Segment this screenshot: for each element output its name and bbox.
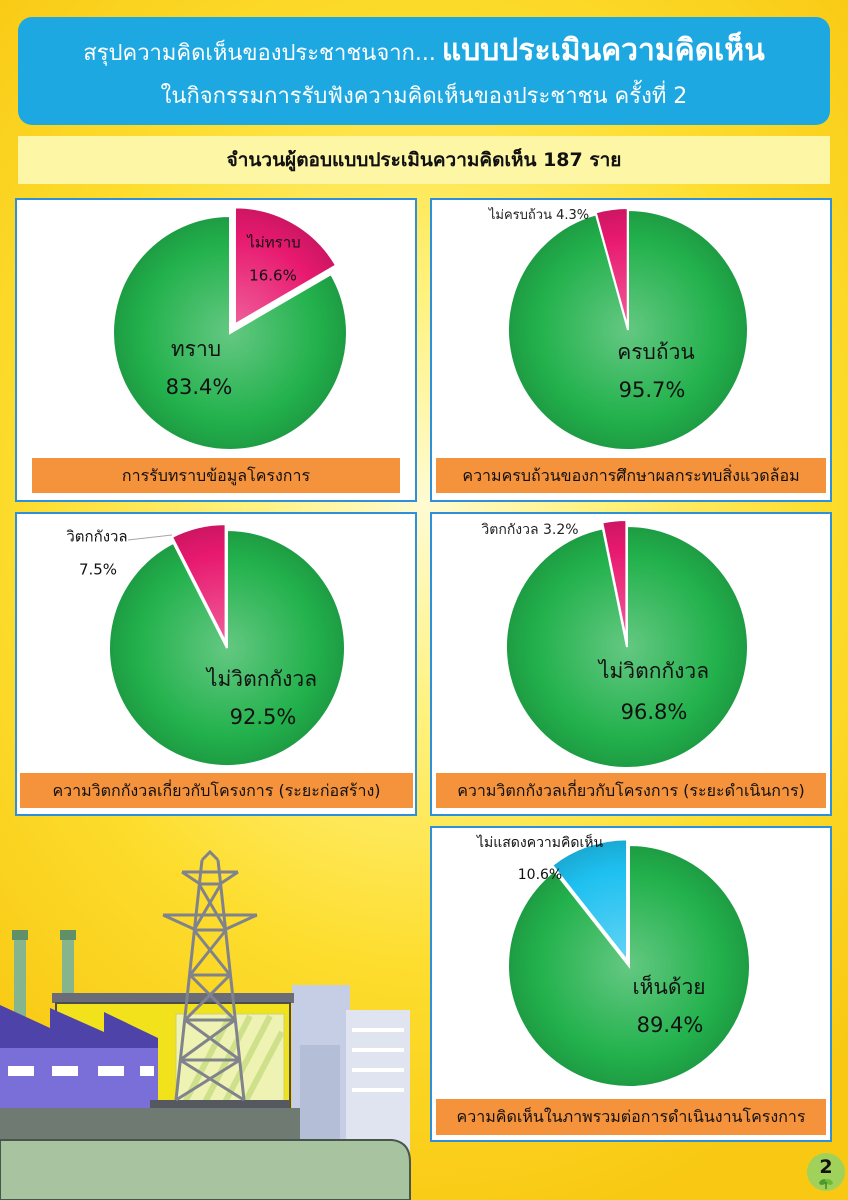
header-title-prefix: สรุปความคิดเห็นของประชาชนจาก... bbox=[83, 41, 436, 66]
pie-chart-awareness: ไม่ทราบ 16.6% ทราบ 83.4% bbox=[112, 206, 348, 451]
ground-strip bbox=[0, 1108, 300, 1142]
factory-window bbox=[140, 1066, 154, 1076]
header-title: สรุปความคิดเห็นของประชาชนจาก... แบบประเมิ… bbox=[18, 28, 830, 74]
chart-caption-awareness: การรับทราบข้อมูลโครงการ bbox=[32, 458, 400, 493]
header-banner: สรุปความคิดเห็นของประชาชนจาก... แบบประเมิ… bbox=[18, 17, 830, 125]
chart-panel-overall-opinion: เห็นด้วย 89.4% ไม่แสดงความคิดเห็น 10.6% ควา… bbox=[430, 826, 832, 1142]
pie-slice-majority bbox=[112, 214, 348, 451]
leaf-icon bbox=[819, 1179, 833, 1189]
pie-chart-completeness: ครบถ้วน 95.7% ไม่ครบถ้วน 4.3% bbox=[488, 207, 749, 451]
slice-value-majority: 92.5% bbox=[230, 705, 297, 729]
chart-panel-concern-construction: ไม่วิตกกังวล 92.5% วิตกกังวล 7.5% ความวิตกก… bbox=[15, 512, 417, 816]
factory-window bbox=[52, 1066, 78, 1076]
chart-caption-concern-operation: ความวิตกกังวลเกี่ยวกับโครงการ (ระยะดำเนิ… bbox=[436, 773, 826, 808]
building-roof bbox=[52, 993, 294, 1003]
slice-value-majority: 96.8% bbox=[621, 700, 688, 724]
slice-value-majority: 83.4% bbox=[166, 375, 233, 399]
slice-value-majority: 89.4% bbox=[637, 1013, 704, 1037]
chimney-cap bbox=[12, 930, 28, 940]
respondents-count-text: จำนวนผู้ตอบแบบประเมินความคิดเห็น 187 ราย bbox=[226, 149, 622, 171]
page-number-badge: 2 bbox=[807, 1153, 845, 1191]
chart-panel-completeness: ครบถ้วน 95.7% ไม่ครบถ้วน 4.3% ความครบถ้วนข… bbox=[430, 198, 832, 502]
slice-value-minority: 7.5% bbox=[79, 561, 117, 579]
chart-caption-completeness: ความครบถ้วนของการศึกษาผลกระทบสิ่งแวดล้อม bbox=[436, 458, 826, 493]
factory-window bbox=[98, 1066, 124, 1076]
power-tower bbox=[150, 849, 290, 1110]
industrial-illustration bbox=[0, 849, 411, 1200]
header-subtitle: ในกิจกรรมการรับฟังความคิดเห็นของประชาชน … bbox=[160, 84, 688, 109]
pie-slice-majority bbox=[108, 528, 346, 767]
chimney-cap bbox=[60, 930, 76, 940]
slice-value: 4.3% bbox=[552, 208, 589, 223]
slice-label-minority: วิตกกังวล 3.2% bbox=[481, 522, 578, 538]
slice-value-minority: 10.6% bbox=[518, 867, 562, 883]
pie-chart-concern-construction: ไม่วิตกกังวล 92.5% วิตกกังวล 7.5% bbox=[66, 523, 346, 767]
building-window-stripes bbox=[352, 1028, 404, 1092]
window-reflection bbox=[179, 1014, 285, 1110]
factory-window bbox=[8, 1066, 34, 1076]
pie-slice-minority bbox=[550, 838, 629, 964]
slice-label-majority: ไม่วิตกกังวล bbox=[205, 667, 317, 691]
slice-value-majority: 95.7% bbox=[619, 378, 686, 402]
chart-panel-awareness: ไม่ทราบ 16.6% ทราบ 83.4% การรับทราบข้อมูลโค… bbox=[15, 198, 417, 502]
slice-label-text: วิตกกังวล bbox=[481, 522, 538, 538]
pie-slice-minority bbox=[233, 206, 338, 327]
ground-band bbox=[0, 1139, 411, 1200]
slice-value: 3.2% bbox=[539, 522, 579, 538]
tower-base bbox=[150, 1100, 290, 1110]
chart-caption-concern-construction: ความวิตกกังวลเกี่ยวกับโครงการ (ระยะก่อสร… bbox=[20, 773, 413, 808]
pie-chart-overall-opinion: เห็นด้วย 89.4% ไม่แสดงความคิดเห็น 10.6% bbox=[476, 833, 751, 1088]
slice-label-minority: ไม่แสดงความคิดเห็น bbox=[476, 833, 604, 851]
chart-panel-concern-operation: ไม่วิตกกังวล 96.8% วิตกกังวล 3.2% ความวิตก… bbox=[430, 512, 832, 816]
pie-slice-majority bbox=[505, 524, 749, 769]
pie-chart-concern-operation: ไม่วิตกกังวล 96.8% วิตกกังวล 3.2% bbox=[481, 519, 749, 769]
chart-caption-overall-opinion: ความคิดเห็นในภาพรวมต่อการดำเนินงานโครงกา… bbox=[436, 1099, 826, 1135]
slice-label-majority: ทราบ bbox=[171, 337, 221, 361]
pie-slice-majority bbox=[507, 843, 751, 1088]
slice-label-minority: วิตกกังวล bbox=[66, 528, 128, 546]
slice-label-majority: ไม่วิตกกังวล bbox=[597, 659, 709, 683]
pie-slice-majority bbox=[507, 208, 749, 451]
factory-roof bbox=[0, 1005, 158, 1052]
slice-label-majority: ครบถ้วน bbox=[617, 340, 695, 364]
pie-slice-minority bbox=[601, 519, 628, 642]
slice-label-text: ไม่ครบถ้วน bbox=[488, 207, 552, 223]
respondents-bar: จำนวนผู้ตอบแบบประเมินความคิดเห็น 187 ราย bbox=[18, 136, 830, 184]
leader-line bbox=[127, 534, 173, 541]
slice-label-majority: เห็นด้วย bbox=[632, 973, 705, 999]
ground bbox=[0, 1108, 411, 1200]
header-title-emphasis: แบบประเมินความคิดเห็น bbox=[441, 33, 765, 68]
page-number: 2 bbox=[819, 1156, 833, 1178]
tower-lattice bbox=[162, 849, 258, 1102]
slice-label-minority: ไม่ทราบ bbox=[246, 234, 300, 252]
slice-value-minority: 16.6% bbox=[249, 267, 297, 285]
pie-slice-minority bbox=[594, 207, 629, 329]
chimney bbox=[14, 932, 26, 1027]
slice-label-minority: ไม่ครบถ้วน 4.3% bbox=[488, 207, 589, 223]
pie-slice-minority bbox=[170, 523, 227, 643]
